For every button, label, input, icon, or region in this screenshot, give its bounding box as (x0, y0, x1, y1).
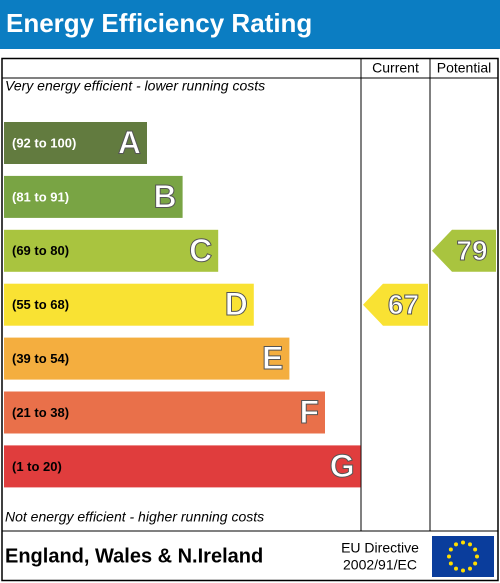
band-letter: F (299, 394, 319, 430)
star (461, 540, 465, 545)
band-letter: A (118, 124, 141, 160)
star (454, 542, 458, 547)
star (448, 547, 453, 552)
band-bar (4, 229, 219, 272)
band-bar (4, 122, 147, 164)
band-range: (1 to 20) (12, 459, 62, 474)
title: Energy Efficiency Rating (6, 8, 312, 38)
title-bar (0, 0, 500, 49)
rating-value: 79 (456, 235, 487, 266)
star (461, 568, 465, 573)
rating-value: 67 (388, 289, 419, 320)
band-letter: E (262, 340, 283, 376)
band-range: (69 to 80) (12, 243, 69, 258)
directive: 2002/91/EC (343, 557, 417, 573)
star (468, 566, 472, 571)
star (473, 547, 478, 552)
rating-arrow (432, 229, 496, 272)
band-bar (4, 175, 183, 218)
star (468, 542, 472, 547)
frame (1, 57, 499, 582)
star (447, 554, 451, 559)
band-bar (4, 337, 290, 380)
band-bar (4, 391, 325, 434)
band-range: (92 to 100) (12, 135, 76, 150)
band-letter: G (330, 448, 355, 484)
band-letter: B (153, 178, 176, 214)
band-range: (81 to 91) (12, 189, 69, 204)
directive: EU Directive (341, 540, 419, 556)
top-note: Very energy efficient - lower running co… (5, 78, 265, 94)
column-header: Potential (437, 60, 491, 76)
region: England, Wales & N.Ireland (5, 545, 263, 567)
star (454, 566, 458, 571)
star (475, 554, 479, 559)
band-letter: C (189, 232, 212, 268)
star (448, 561, 453, 566)
rating-arrow (363, 283, 428, 326)
star (473, 561, 478, 566)
bottom-note: Not energy efficient - higher running co… (5, 509, 264, 525)
eu-stars (447, 540, 479, 573)
band-bar (4, 283, 254, 326)
column-header: Current (372, 60, 419, 76)
band-range: (55 to 68) (12, 297, 69, 312)
band-range: (21 to 38) (12, 405, 69, 420)
band-bar (4, 445, 361, 488)
band-letter: D (225, 286, 248, 322)
band-range: (39 to 54) (12, 351, 69, 366)
